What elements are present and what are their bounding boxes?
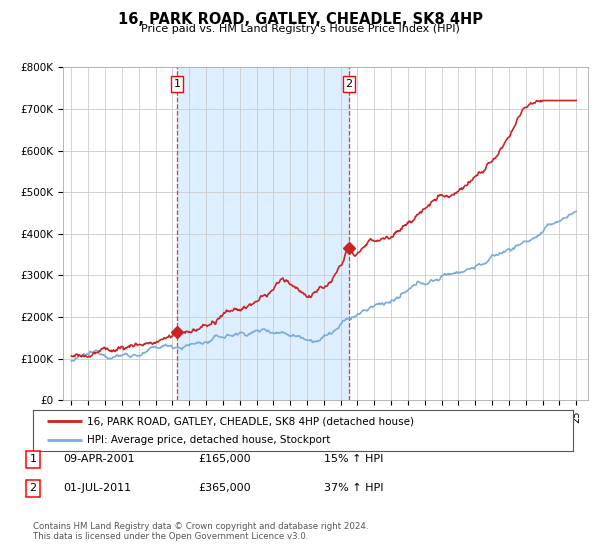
Text: 1: 1 <box>173 79 181 89</box>
Text: Contains HM Land Registry data © Crown copyright and database right 2024.: Contains HM Land Registry data © Crown c… <box>33 522 368 531</box>
Text: £365,000: £365,000 <box>198 483 251 493</box>
Text: HPI: Average price, detached house, Stockport: HPI: Average price, detached house, Stoc… <box>87 435 331 445</box>
Bar <box>177 67 349 400</box>
Text: 1: 1 <box>29 454 37 464</box>
Text: 15% ↑ HPI: 15% ↑ HPI <box>324 454 383 464</box>
Text: 01-JUL-2011: 01-JUL-2011 <box>63 483 131 493</box>
Text: 2: 2 <box>29 483 37 493</box>
Text: £165,000: £165,000 <box>198 454 251 464</box>
Text: This data is licensed under the Open Government Licence v3.0.: This data is licensed under the Open Gov… <box>33 532 308 541</box>
Text: 37% ↑ HPI: 37% ↑ HPI <box>324 483 383 493</box>
Text: Price paid vs. HM Land Registry's House Price Index (HPI): Price paid vs. HM Land Registry's House … <box>140 24 460 34</box>
Text: 16, PARK ROAD, GATLEY, CHEADLE, SK8 4HP (detached house): 16, PARK ROAD, GATLEY, CHEADLE, SK8 4HP … <box>87 417 414 426</box>
Text: 2: 2 <box>346 79 353 89</box>
Text: 16, PARK ROAD, GATLEY, CHEADLE, SK8 4HP: 16, PARK ROAD, GATLEY, CHEADLE, SK8 4HP <box>118 12 482 27</box>
Text: 09-APR-2001: 09-APR-2001 <box>63 454 134 464</box>
